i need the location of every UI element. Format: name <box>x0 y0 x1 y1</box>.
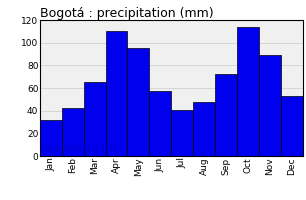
Bar <box>106 31 128 156</box>
Bar <box>281 96 303 156</box>
Bar <box>40 120 62 156</box>
Bar <box>193 102 215 156</box>
Bar <box>215 74 237 156</box>
Bar <box>237 27 259 156</box>
Text: www.allmetsat.com: www.allmetsat.com <box>43 144 118 153</box>
Bar <box>84 82 106 156</box>
Bar <box>171 110 193 156</box>
Bar <box>259 55 281 156</box>
Bar <box>128 48 149 156</box>
Bar <box>62 108 84 156</box>
Bar <box>149 91 171 156</box>
Text: Bogotá : precipitation (mm): Bogotá : precipitation (mm) <box>40 7 213 20</box>
